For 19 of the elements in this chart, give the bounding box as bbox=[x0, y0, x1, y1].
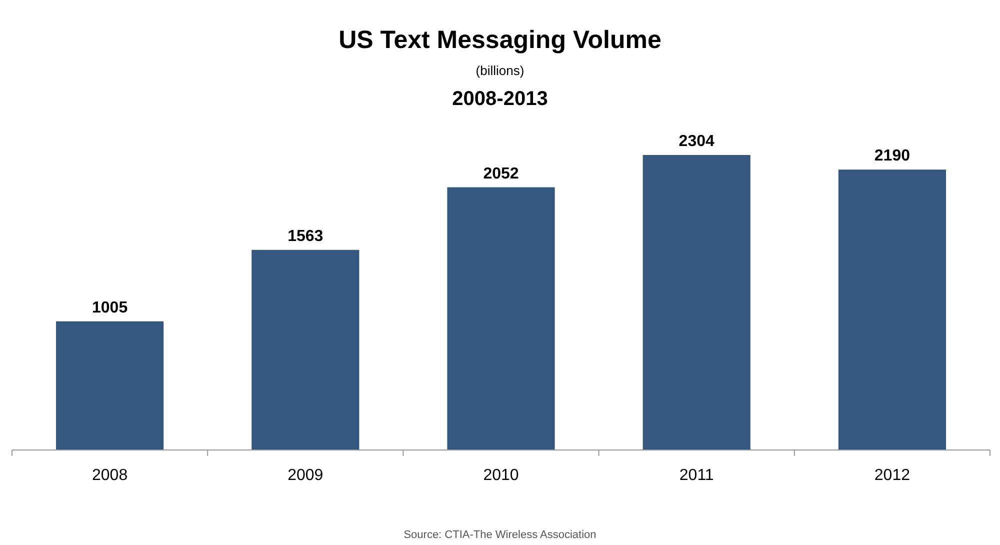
text: (billions) bbox=[476, 63, 524, 78]
bar bbox=[642, 155, 750, 450]
bar bbox=[838, 170, 946, 450]
x-tick-label: 2012 bbox=[874, 467, 910, 484]
bar bbox=[56, 321, 164, 450]
x-tick-label: 2009 bbox=[288, 467, 324, 484]
data-label: 2190 bbox=[874, 148, 910, 165]
bar bbox=[447, 187, 555, 450]
bar bbox=[252, 250, 360, 450]
data-label: 2052 bbox=[483, 165, 519, 182]
x-tick-label: 2011 bbox=[679, 467, 714, 484]
chart-title: US Text Messaging Volume bbox=[338, 26, 662, 54]
chart-subtitle: 2008-2013 bbox=[452, 88, 548, 110]
data-label: 2304 bbox=[678, 133, 714, 150]
source-note: Source: CTIA-The Wireless Association bbox=[404, 529, 596, 541]
data-label: 1005 bbox=[92, 299, 128, 316]
data-label: 1563 bbox=[288, 228, 324, 245]
x-tick-label: 2010 bbox=[483, 467, 519, 484]
x-tick-label: 2008 bbox=[92, 467, 128, 484]
